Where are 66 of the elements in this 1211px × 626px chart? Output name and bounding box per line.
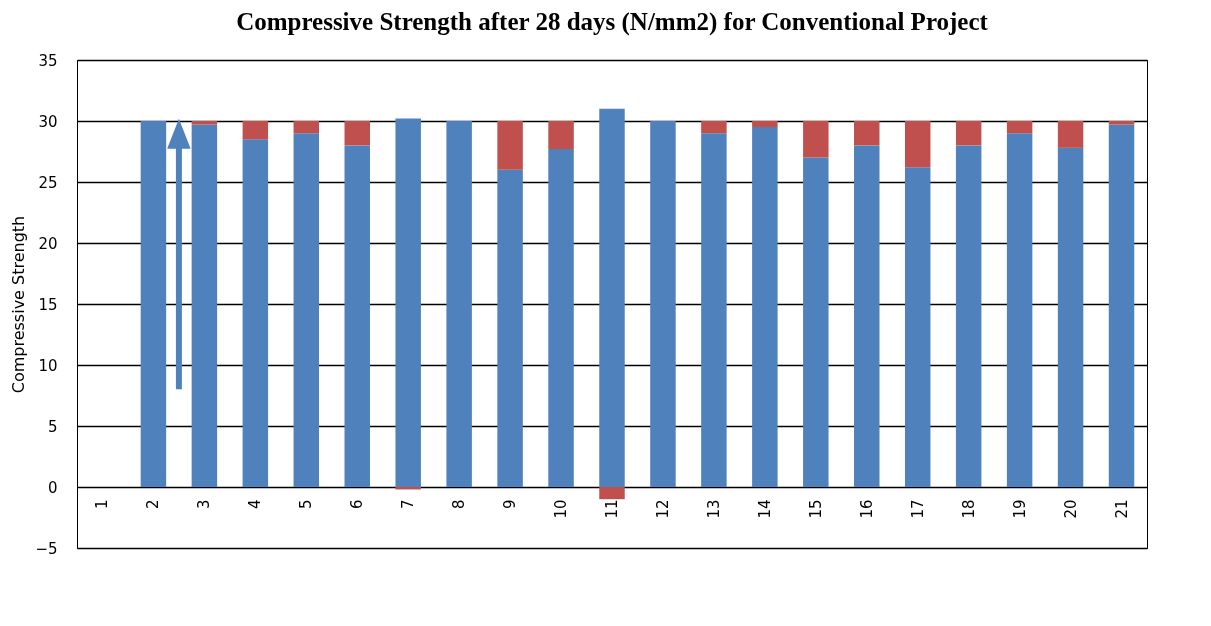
bar xyxy=(1108,124,1135,487)
bar xyxy=(904,167,931,487)
bar xyxy=(1108,121,1135,125)
bar xyxy=(395,118,421,487)
bar xyxy=(548,121,574,150)
x-tick-label: 2 xyxy=(144,499,163,510)
bar xyxy=(242,121,269,140)
x-tick-label: 13 xyxy=(704,499,723,519)
bar xyxy=(854,121,880,146)
x-tick-label: 16 xyxy=(857,499,876,519)
y-tick-label: 0 xyxy=(47,478,58,497)
x-tick-label: 4 xyxy=(246,499,265,510)
bar xyxy=(1057,147,1084,487)
bar xyxy=(955,121,982,146)
x-tick-label: 19 xyxy=(1010,499,1029,519)
x-tick-label: 1 xyxy=(93,499,112,510)
chart-title: Compressive Strength after 28 days (N/mm2) for Conventional Project xyxy=(236,8,989,36)
x-tick-label: 11 xyxy=(603,499,621,519)
bar xyxy=(1057,121,1084,148)
bar xyxy=(497,169,523,487)
x-tick-label: 18 xyxy=(959,499,978,519)
bar xyxy=(701,133,727,487)
x-tick-label: 15 xyxy=(806,499,825,519)
x-tick-label: 10 xyxy=(552,499,571,519)
bar xyxy=(854,145,880,487)
y-tick-label: 10 xyxy=(38,356,58,375)
x-tick-label: 7 xyxy=(399,499,418,510)
bar xyxy=(1006,133,1033,487)
x-tick-label: 20 xyxy=(1061,499,1080,519)
bar xyxy=(344,145,370,487)
bar xyxy=(242,139,269,487)
bar xyxy=(548,149,574,487)
y-tick-label: 15 xyxy=(38,295,58,314)
x-tick-label: 17 xyxy=(908,499,927,519)
x-tick-label: 3 xyxy=(195,499,214,510)
bar xyxy=(904,121,931,168)
bar xyxy=(752,121,778,128)
x-tick-label: 12 xyxy=(653,499,672,519)
bar xyxy=(599,108,625,487)
x-tick-label: 21 xyxy=(1112,499,1131,519)
y-axis-title: Compressive Strength xyxy=(9,215,29,394)
y-tick-label: 35 xyxy=(38,51,58,70)
y-tick-label: 25 xyxy=(38,173,58,192)
x-tick-label: 6 xyxy=(348,499,367,510)
bar xyxy=(599,487,625,500)
bar xyxy=(293,133,320,487)
y-tick-label: 30 xyxy=(38,112,58,131)
bar xyxy=(446,121,472,487)
bar xyxy=(803,121,829,158)
y-tick-label: 20 xyxy=(38,234,58,253)
bar xyxy=(803,157,829,487)
bar xyxy=(344,121,370,146)
bar xyxy=(497,121,523,170)
x-tick-label: 9 xyxy=(501,499,520,510)
x-tick-label: 8 xyxy=(450,499,469,510)
bar xyxy=(191,121,218,125)
bar xyxy=(955,145,982,487)
y-tick-label: 5 xyxy=(47,417,58,436)
bar xyxy=(650,121,676,487)
bar xyxy=(752,127,778,487)
x-tick-label: 5 xyxy=(297,499,316,510)
bar xyxy=(701,121,727,134)
bar xyxy=(293,121,320,134)
y-tick-label: −5 xyxy=(35,539,58,558)
x-tick-label: 14 xyxy=(755,499,774,519)
bar xyxy=(1006,121,1033,134)
